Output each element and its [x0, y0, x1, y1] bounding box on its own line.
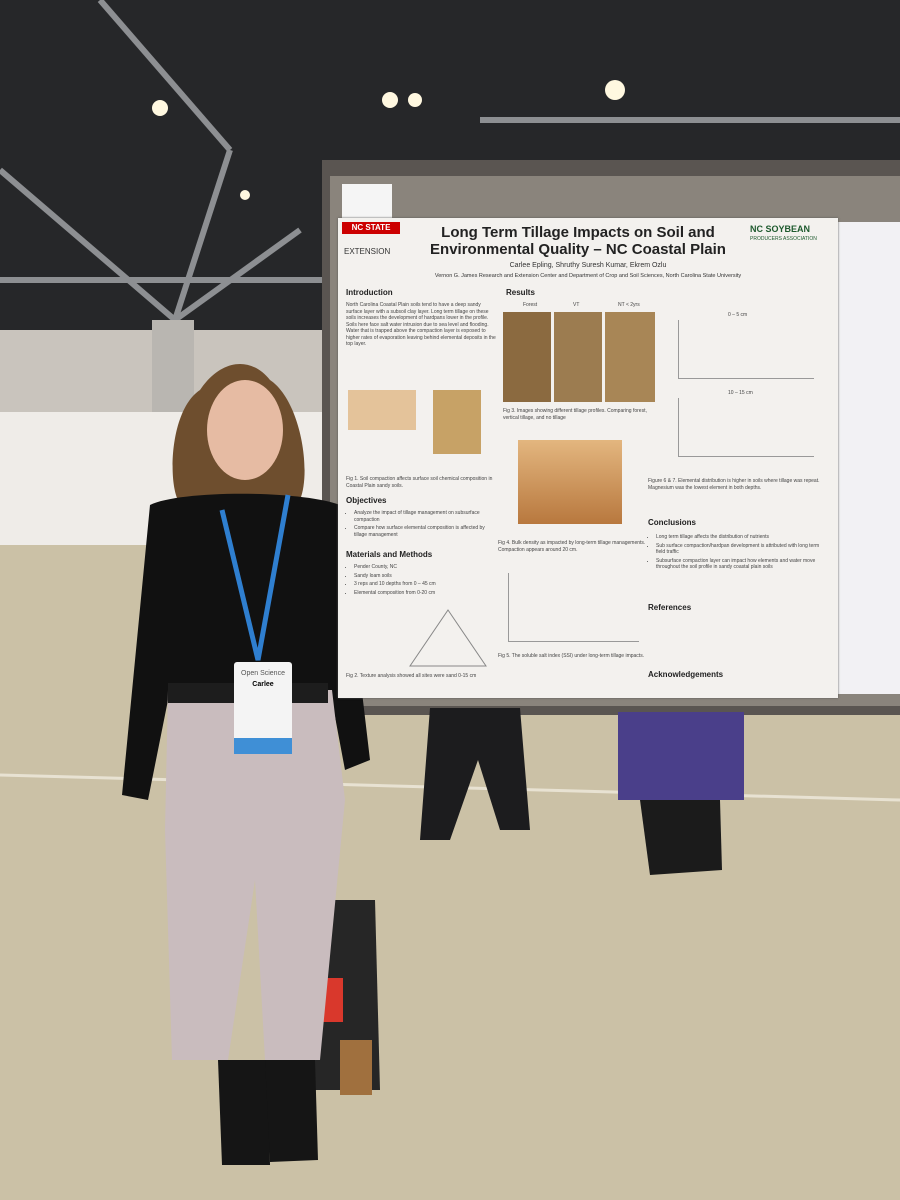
bulk-density-heatmap — [518, 440, 622, 524]
lanyard — [219, 494, 291, 661]
fig-3-caption: Fig 3. Images showing different tillage … — [503, 408, 647, 421]
poster-title: Long Term Tillage Impacts on Soil and En… — [430, 224, 726, 258]
profile-photo — [605, 312, 655, 402]
section-heading: Materials and Methods — [346, 550, 433, 559]
poster-number-card — [342, 184, 392, 218]
conclusions-list: Long term tillage affects the distributi… — [648, 534, 826, 573]
intro-text: North Carolina Coastal Plain soils tend … — [346, 302, 496, 347]
affiliation: Vernon G. James Research and Extension C… — [434, 273, 742, 279]
photo-label: NT < 2yrs — [618, 302, 640, 308]
fig-5-caption: Fig 5. The soluble salt index (SSI) unde… — [498, 653, 645, 659]
conclusion: Long term tillage affects the distributi… — [656, 534, 826, 541]
profile-photo — [554, 312, 602, 402]
logo-left-sub: EXTENSION — [344, 247, 391, 256]
visitor-legs — [420, 708, 530, 840]
badge-event: Open Science — [241, 670, 285, 677]
logo-left: NC STATE — [342, 222, 400, 234]
fig-4-caption: Fig 4. Bulk density as impacted by long-… — [498, 540, 646, 553]
figure-1-photo — [433, 390, 481, 454]
ceiling-lights — [152, 80, 625, 200]
section-heading: Results — [506, 288, 535, 297]
objectives-list: Analyze the impact of tillage management… — [346, 510, 499, 540]
conclusion: Sub surface compaction/hardpan developme… — [656, 543, 826, 556]
neighbor-poster — [828, 222, 900, 694]
pillar — [152, 320, 194, 420]
section-heading: Introduction — [346, 288, 393, 297]
section-heading: Acknowledgements — [648, 670, 724, 679]
logo-right: NC SOYBEAN — [750, 224, 811, 234]
section-heading: Objectives — [346, 496, 387, 505]
chart-title: 0 – 5 cm — [728, 312, 748, 318]
conclusion: Subsurface compaction layer can impact h… — [656, 558, 826, 571]
visitor-boots — [640, 800, 722, 875]
coffee-cup — [340, 1040, 372, 1095]
objective: Compare how surface elemental compositio… — [354, 525, 499, 538]
authors: Carlee Epling, Shruthy Suresh Kumar, Ekr… — [509, 262, 667, 269]
fig-1-caption: Fig 1. Soil compaction affects surface s… — [346, 476, 493, 489]
section-heading: References — [648, 603, 692, 612]
method: 3 reps and 10 depths from 0 – 45 cm — [354, 581, 499, 588]
face — [207, 380, 283, 480]
truss — [0, 0, 900, 323]
badge-band — [234, 738, 292, 754]
badge-name: Carlee — [252, 681, 274, 688]
chart-title: 10 – 15 cm — [728, 390, 753, 396]
poster: NC STATE EXTENSION Long Term Tillage Imp… — [338, 218, 838, 698]
method: Pender County, NC — [354, 564, 499, 571]
profile-photo — [503, 312, 551, 402]
fig-6-7-caption: Figure 6 & 7. Elemental distribution is … — [648, 478, 820, 491]
trousers — [165, 690, 345, 1060]
fig-2-caption: Fig 2. Texture analysis showed all sites… — [346, 673, 477, 679]
section-heading: Conclusions — [648, 518, 697, 527]
logo-right-sub: PRODUCERS ASSOCIATION — [750, 236, 817, 242]
sweater — [122, 493, 370, 800]
method: Elemental composition from 0-20 cm — [354, 590, 499, 597]
element-chart — [678, 398, 814, 457]
photo-label: VT — [573, 302, 580, 308]
objective: Analyze the impact of tillage management… — [354, 510, 499, 523]
shoe-left — [218, 1060, 270, 1165]
shoe-right — [265, 1060, 318, 1162]
element-chart — [678, 320, 814, 379]
methods-list: Pender County, NC Sandy loam soils 3 rep… — [346, 564, 499, 598]
figure-1 — [348, 390, 416, 430]
name-badge: Open Science Carlee — [234, 662, 292, 754]
photo-label: Forest — [523, 302, 538, 308]
visitor-coat — [618, 712, 744, 800]
texture-triangle — [409, 609, 487, 667]
method: Sandy loam soils — [354, 573, 499, 580]
ssi-chart — [508, 573, 639, 642]
